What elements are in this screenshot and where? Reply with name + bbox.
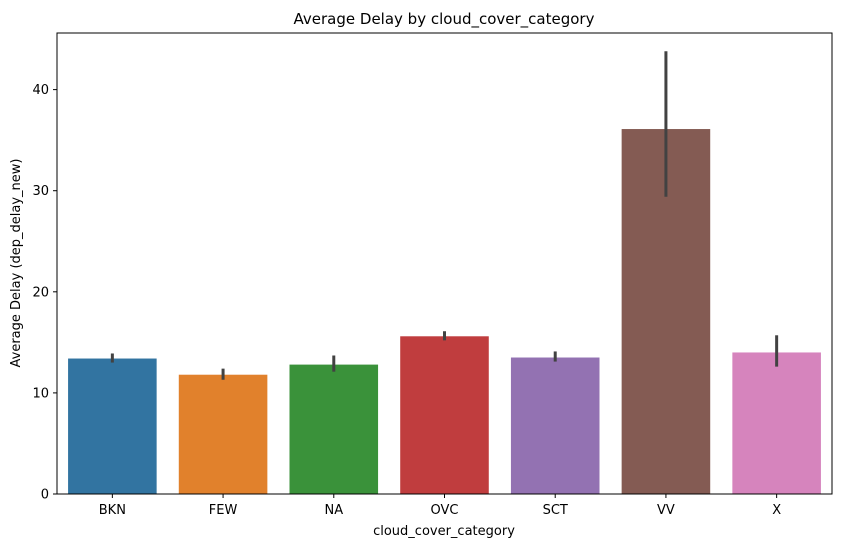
- x-tick-label-few: FEW: [209, 503, 238, 518]
- x-tick-label-bkn: BKN: [99, 503, 126, 518]
- bar-na: [289, 364, 379, 494]
- chart-title: Average Delay by cloud_cover_category: [294, 10, 595, 29]
- x-tick-label-sct: SCT: [543, 503, 568, 518]
- bar-bkn: [68, 358, 157, 494]
- x-axis-label: cloud_cover_category: [373, 524, 515, 539]
- y-tick-label-10: 10: [32, 386, 49, 401]
- x-axis: BKN FEW NA OVC SCT VV X: [99, 494, 781, 518]
- bar-x: [732, 352, 821, 494]
- y-tick-label-0: 0: [41, 488, 49, 503]
- y-tick-label-20: 20: [32, 285, 49, 300]
- x-tick-label-x: X: [772, 503, 781, 518]
- bar-ovc: [400, 336, 489, 494]
- bar-few: [178, 374, 268, 494]
- y-axis-label: Average Delay (dep_delay_new): [9, 159, 24, 368]
- y-tick-label-40: 40: [32, 83, 49, 98]
- x-tick-label-vv: VV: [657, 503, 675, 518]
- x-tick-label-ovc: OVC: [431, 503, 459, 518]
- y-tick-label-30: 30: [32, 184, 49, 199]
- y-axis: 0 10 20 30 40: [32, 83, 57, 503]
- bar-sct: [510, 357, 600, 494]
- error-bars-layer: [110, 51, 779, 380]
- x-tick-label-na: NA: [324, 503, 343, 518]
- bars-layer: [68, 129, 821, 495]
